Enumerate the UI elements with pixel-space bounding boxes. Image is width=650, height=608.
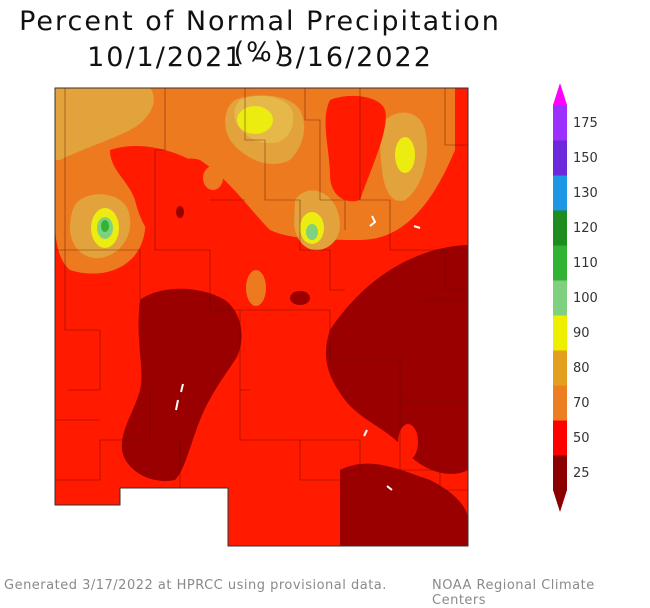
legend-label-70: 70 <box>573 396 590 411</box>
legend-swatch-175 <box>553 105 567 141</box>
legend-label-130: 130 <box>573 186 598 201</box>
legend-label-175: 175 <box>573 116 598 131</box>
legend-top-arrow <box>553 83 567 105</box>
state-shape <box>55 88 468 546</box>
legend-swatch-25 <box>553 455 567 491</box>
lake-markers <box>175 215 421 491</box>
legend-label-120: 120 <box>573 221 598 236</box>
legend-label-110: 110 <box>573 256 598 271</box>
legend-swatch-110 <box>553 245 567 281</box>
legend-swatch-50 <box>553 420 567 456</box>
legend-swatch-150 <box>553 140 567 176</box>
source-credit: NOAA Regional Climate Centers <box>432 578 595 608</box>
map-title: Percent of Normal Precipitation (%) <box>19 6 501 68</box>
generated-note: Generated 3/17/2022 at HPRCC using provi… <box>4 578 387 593</box>
legend-swatch-120 <box>553 210 567 246</box>
legend-colorbar: 25 50 70 80 90 100 110 120 130 150 175 <box>553 83 598 512</box>
legend-label-50: 50 <box>573 431 590 446</box>
legend-label-100: 100 <box>573 291 598 306</box>
legend-label-90: 90 <box>573 326 590 341</box>
map-date-range: 10/1/2021 - 3/16/2022 <box>87 42 433 73</box>
legend-bottom-arrow <box>553 490 567 512</box>
legend-swatch-90 <box>553 315 567 351</box>
legend-label-25: 25 <box>573 466 590 481</box>
legend-label-150: 150 <box>573 151 598 166</box>
legend-swatch-70 <box>553 385 567 421</box>
legend-swatch-130 <box>553 175 567 211</box>
legend-swatch-100 <box>553 280 567 316</box>
legend-label-80: 80 <box>573 361 590 376</box>
legend-swatch-80 <box>553 350 567 386</box>
